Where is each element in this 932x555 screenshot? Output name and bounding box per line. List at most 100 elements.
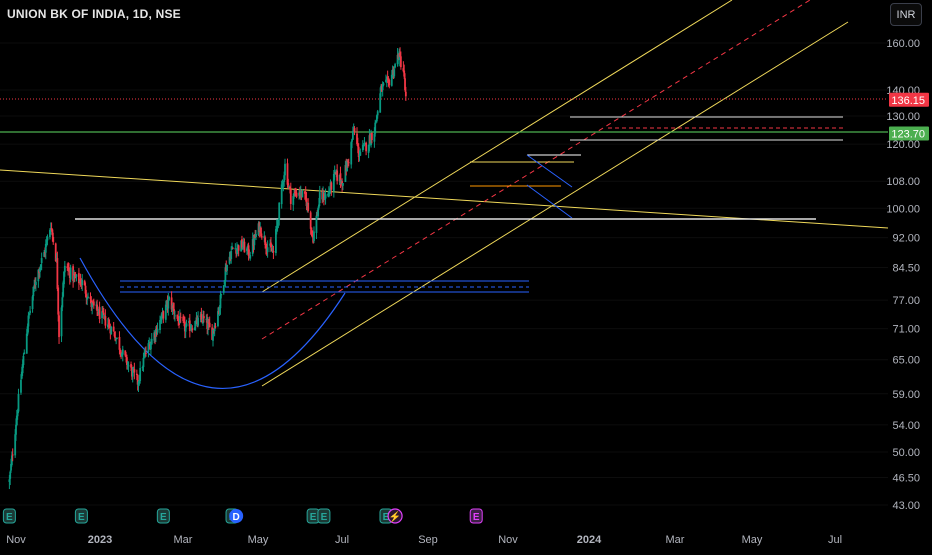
split-icon xyxy=(387,508,403,524)
candle-body xyxy=(9,471,12,479)
candle-body xyxy=(125,354,127,356)
y-tick-label: 84.50 xyxy=(892,262,920,274)
price-tag-label: 123.70 xyxy=(891,128,925,140)
candle-body xyxy=(361,144,364,151)
x-tick-label: Nov xyxy=(498,534,518,546)
candle-body xyxy=(54,243,57,262)
earnings-marker-label: E xyxy=(6,512,13,523)
candle-body xyxy=(399,56,402,68)
candle-body xyxy=(20,371,23,379)
candle-body xyxy=(403,70,406,77)
y-tick-label: 46.50 xyxy=(892,472,920,484)
candle-body xyxy=(73,273,76,277)
candle-body xyxy=(156,328,159,333)
candle-body xyxy=(278,202,281,220)
candle-body xyxy=(207,323,209,330)
event-markers: EEEEDEEE⚡E xyxy=(2,508,483,524)
candle-body xyxy=(102,312,105,316)
y-tick-label: 77.00 xyxy=(892,295,920,307)
candle-body xyxy=(318,204,320,208)
candle-body xyxy=(176,314,179,319)
candle-body xyxy=(56,258,59,289)
candle-body xyxy=(27,315,30,327)
candle-body xyxy=(127,365,130,367)
candle-body xyxy=(282,182,285,185)
earnings-marker xyxy=(2,508,16,524)
candle-body xyxy=(162,311,165,319)
candle-body xyxy=(265,243,267,249)
candle-body xyxy=(303,191,306,194)
candle-body xyxy=(8,479,11,482)
candle-body xyxy=(168,296,171,300)
candle-body xyxy=(67,268,70,270)
candle-body xyxy=(230,250,233,260)
candle-body xyxy=(309,212,312,229)
candle-body xyxy=(344,165,347,182)
candle-body xyxy=(243,241,246,253)
candle-body xyxy=(376,111,379,116)
candle-body xyxy=(75,274,78,277)
candle-body xyxy=(85,294,88,298)
candle-body xyxy=(253,235,256,246)
drawing-layer xyxy=(0,0,889,389)
candle-body xyxy=(63,271,65,285)
candle-body xyxy=(382,83,385,86)
currency-button[interactable]: INR xyxy=(890,3,922,26)
candle-body xyxy=(191,328,194,331)
candle-body xyxy=(347,161,349,163)
candle-body xyxy=(205,318,208,320)
candle-body xyxy=(113,332,116,337)
candle-body xyxy=(304,192,307,199)
candle-body xyxy=(31,296,34,310)
candle-body xyxy=(177,317,180,320)
candle-body xyxy=(228,256,231,264)
candle-body xyxy=(317,208,320,217)
candle-body xyxy=(141,367,144,369)
candle-body xyxy=(241,239,243,248)
earnings-marker xyxy=(469,508,483,524)
candle-body xyxy=(135,373,138,375)
candle-body xyxy=(92,301,95,306)
candle-body xyxy=(182,316,185,322)
candle-body xyxy=(108,324,111,328)
candle-body xyxy=(219,295,222,309)
candle-body xyxy=(51,229,54,236)
candle-body xyxy=(231,247,234,249)
candle-body xyxy=(371,132,373,140)
candle-body xyxy=(200,314,203,320)
candle-body xyxy=(247,245,250,256)
candle-body xyxy=(274,229,277,253)
candle-body xyxy=(37,269,40,282)
pennant-line-1 xyxy=(526,154,573,188)
candle-body xyxy=(251,238,254,254)
pennant-line-2 xyxy=(526,184,573,219)
candle-body xyxy=(44,243,47,253)
x-tick-label: May xyxy=(742,534,763,546)
candle-body xyxy=(183,320,185,322)
candle-body xyxy=(318,192,321,204)
earnings-marker-label: E xyxy=(321,512,328,523)
candle-body xyxy=(330,182,333,190)
candle-body xyxy=(301,190,304,198)
candle-body xyxy=(131,369,134,377)
candle-body xyxy=(147,343,150,353)
candle-body xyxy=(126,357,128,365)
candle-body xyxy=(193,327,196,331)
candle-body xyxy=(170,297,173,310)
candle-body xyxy=(81,279,84,286)
candle-body xyxy=(324,194,327,199)
candle-body xyxy=(194,320,197,327)
candle-body xyxy=(264,237,267,245)
price-gridlines xyxy=(0,42,888,506)
candle-body xyxy=(43,252,46,257)
candle-body xyxy=(249,254,252,259)
candle-body xyxy=(69,267,72,280)
candle-body xyxy=(29,310,31,314)
candle-body xyxy=(184,327,187,332)
candle-body xyxy=(15,424,17,435)
candle-body xyxy=(236,248,238,253)
candle-body xyxy=(46,236,49,241)
candle-body xyxy=(266,247,269,253)
